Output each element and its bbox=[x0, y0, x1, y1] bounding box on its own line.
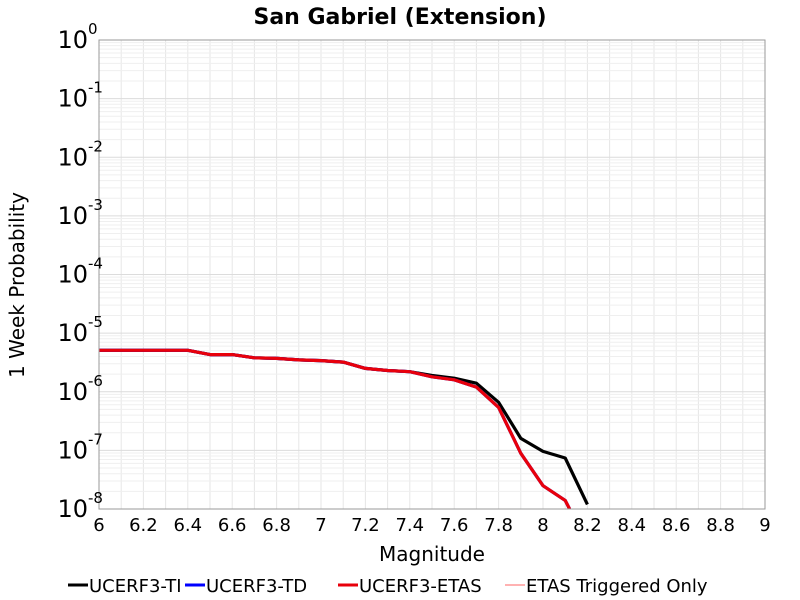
grid bbox=[98, 40, 766, 510]
legend-label: UCERF3-ETAS bbox=[359, 576, 482, 597]
x-tick-label: 7.4 bbox=[395, 515, 424, 536]
series-line-ucerf3-etas bbox=[99, 348, 572, 509]
x-axis-label: Magnitude bbox=[379, 542, 485, 566]
legend-label: ETAS Triggered Only bbox=[526, 576, 708, 597]
x-tick-label: 9 bbox=[759, 515, 770, 536]
x-tick-label: 6.2 bbox=[129, 515, 158, 536]
x-tick-label: 8.2 bbox=[573, 515, 602, 536]
x-tick-label: 8.8 bbox=[706, 515, 735, 536]
y-tick-exponent: -2 bbox=[88, 137, 103, 155]
x-tick-label: 8 bbox=[537, 515, 548, 536]
y-tick-exponent: -3 bbox=[88, 196, 103, 214]
x-tick-label: 7.6 bbox=[440, 515, 469, 536]
y-tick-base: 10 bbox=[57, 85, 88, 113]
y-tick-label: 10 -5 bbox=[57, 313, 103, 347]
y-tick-exponent: -4 bbox=[88, 255, 103, 273]
y-tick-base: 10 bbox=[57, 436, 88, 464]
y-tick-exponent: -5 bbox=[88, 313, 103, 331]
x-tick-label: 8.4 bbox=[617, 515, 646, 536]
legend-label: UCERF3-TI bbox=[89, 576, 182, 597]
chart-title: San Gabriel (Extension) bbox=[253, 5, 546, 30]
y-tick-label: 10 -2 bbox=[57, 137, 103, 171]
y-tick-exponent: -7 bbox=[88, 430, 103, 448]
y-tick-base: 10 bbox=[57, 319, 88, 347]
y-tick-base: 10 bbox=[57, 495, 88, 523]
y-tick-label: 10 -1 bbox=[57, 79, 103, 113]
y-axis-label: 1 Week Probability bbox=[5, 192, 29, 378]
legend: UCERF3-TI UCERF3-TD UCERF3-ETAS ETAS Trigge… bbox=[68, 576, 708, 597]
x-tick-label: 7 bbox=[315, 515, 326, 536]
y-tick-label: 10 -8 bbox=[57, 489, 103, 523]
y-tick-exponent: -8 bbox=[88, 489, 103, 507]
x-tick-label: 6.8 bbox=[262, 515, 291, 536]
x-tick-label: 7.2 bbox=[351, 515, 380, 536]
x-tick-label: 6.4 bbox=[173, 515, 202, 536]
y-tick-base: 10 bbox=[57, 261, 88, 289]
y-tick-label: 10 -6 bbox=[57, 372, 103, 406]
x-tick-label: 6 bbox=[93, 515, 104, 536]
y-tick-exponent: -1 bbox=[88, 79, 103, 97]
plot-frame bbox=[98, 39, 766, 510]
y-tick-label: 10 0 bbox=[57, 20, 97, 54]
y-tick-label: 10 -4 bbox=[57, 255, 103, 289]
y-tick-base: 10 bbox=[57, 202, 88, 230]
x-tick-label: 8.6 bbox=[662, 515, 691, 536]
y-tick-label: 10 -7 bbox=[57, 430, 103, 464]
y-tick-label: 10 -3 bbox=[57, 196, 103, 230]
y-tick-exponent: 0 bbox=[88, 20, 98, 38]
legend-item: UCERF3-TI bbox=[68, 576, 182, 597]
x-tick-label: 7.8 bbox=[484, 515, 513, 536]
y-tick-base: 10 bbox=[57, 143, 88, 171]
x-axis-ticks: 6 6.2 6.4 6.6 6.8 7 7.2 7.4 7.6 7.8 8 8.2 8.4 8.6 8.8 9 bbox=[93, 515, 770, 536]
legend-item: UCERF3-ETAS bbox=[338, 576, 482, 597]
y-tick-exponent: -6 bbox=[88, 372, 103, 390]
x-tick-label: 6.6 bbox=[218, 515, 247, 536]
series-layer bbox=[99, 348, 589, 509]
legend-item: ETAS Triggered Only bbox=[505, 576, 708, 597]
legend-label: UCERF3-TD bbox=[206, 576, 307, 597]
y-tick-base: 10 bbox=[57, 26, 88, 54]
y-tick-base: 10 bbox=[57, 378, 88, 406]
legend-item: UCERF3-TD bbox=[185, 576, 307, 597]
